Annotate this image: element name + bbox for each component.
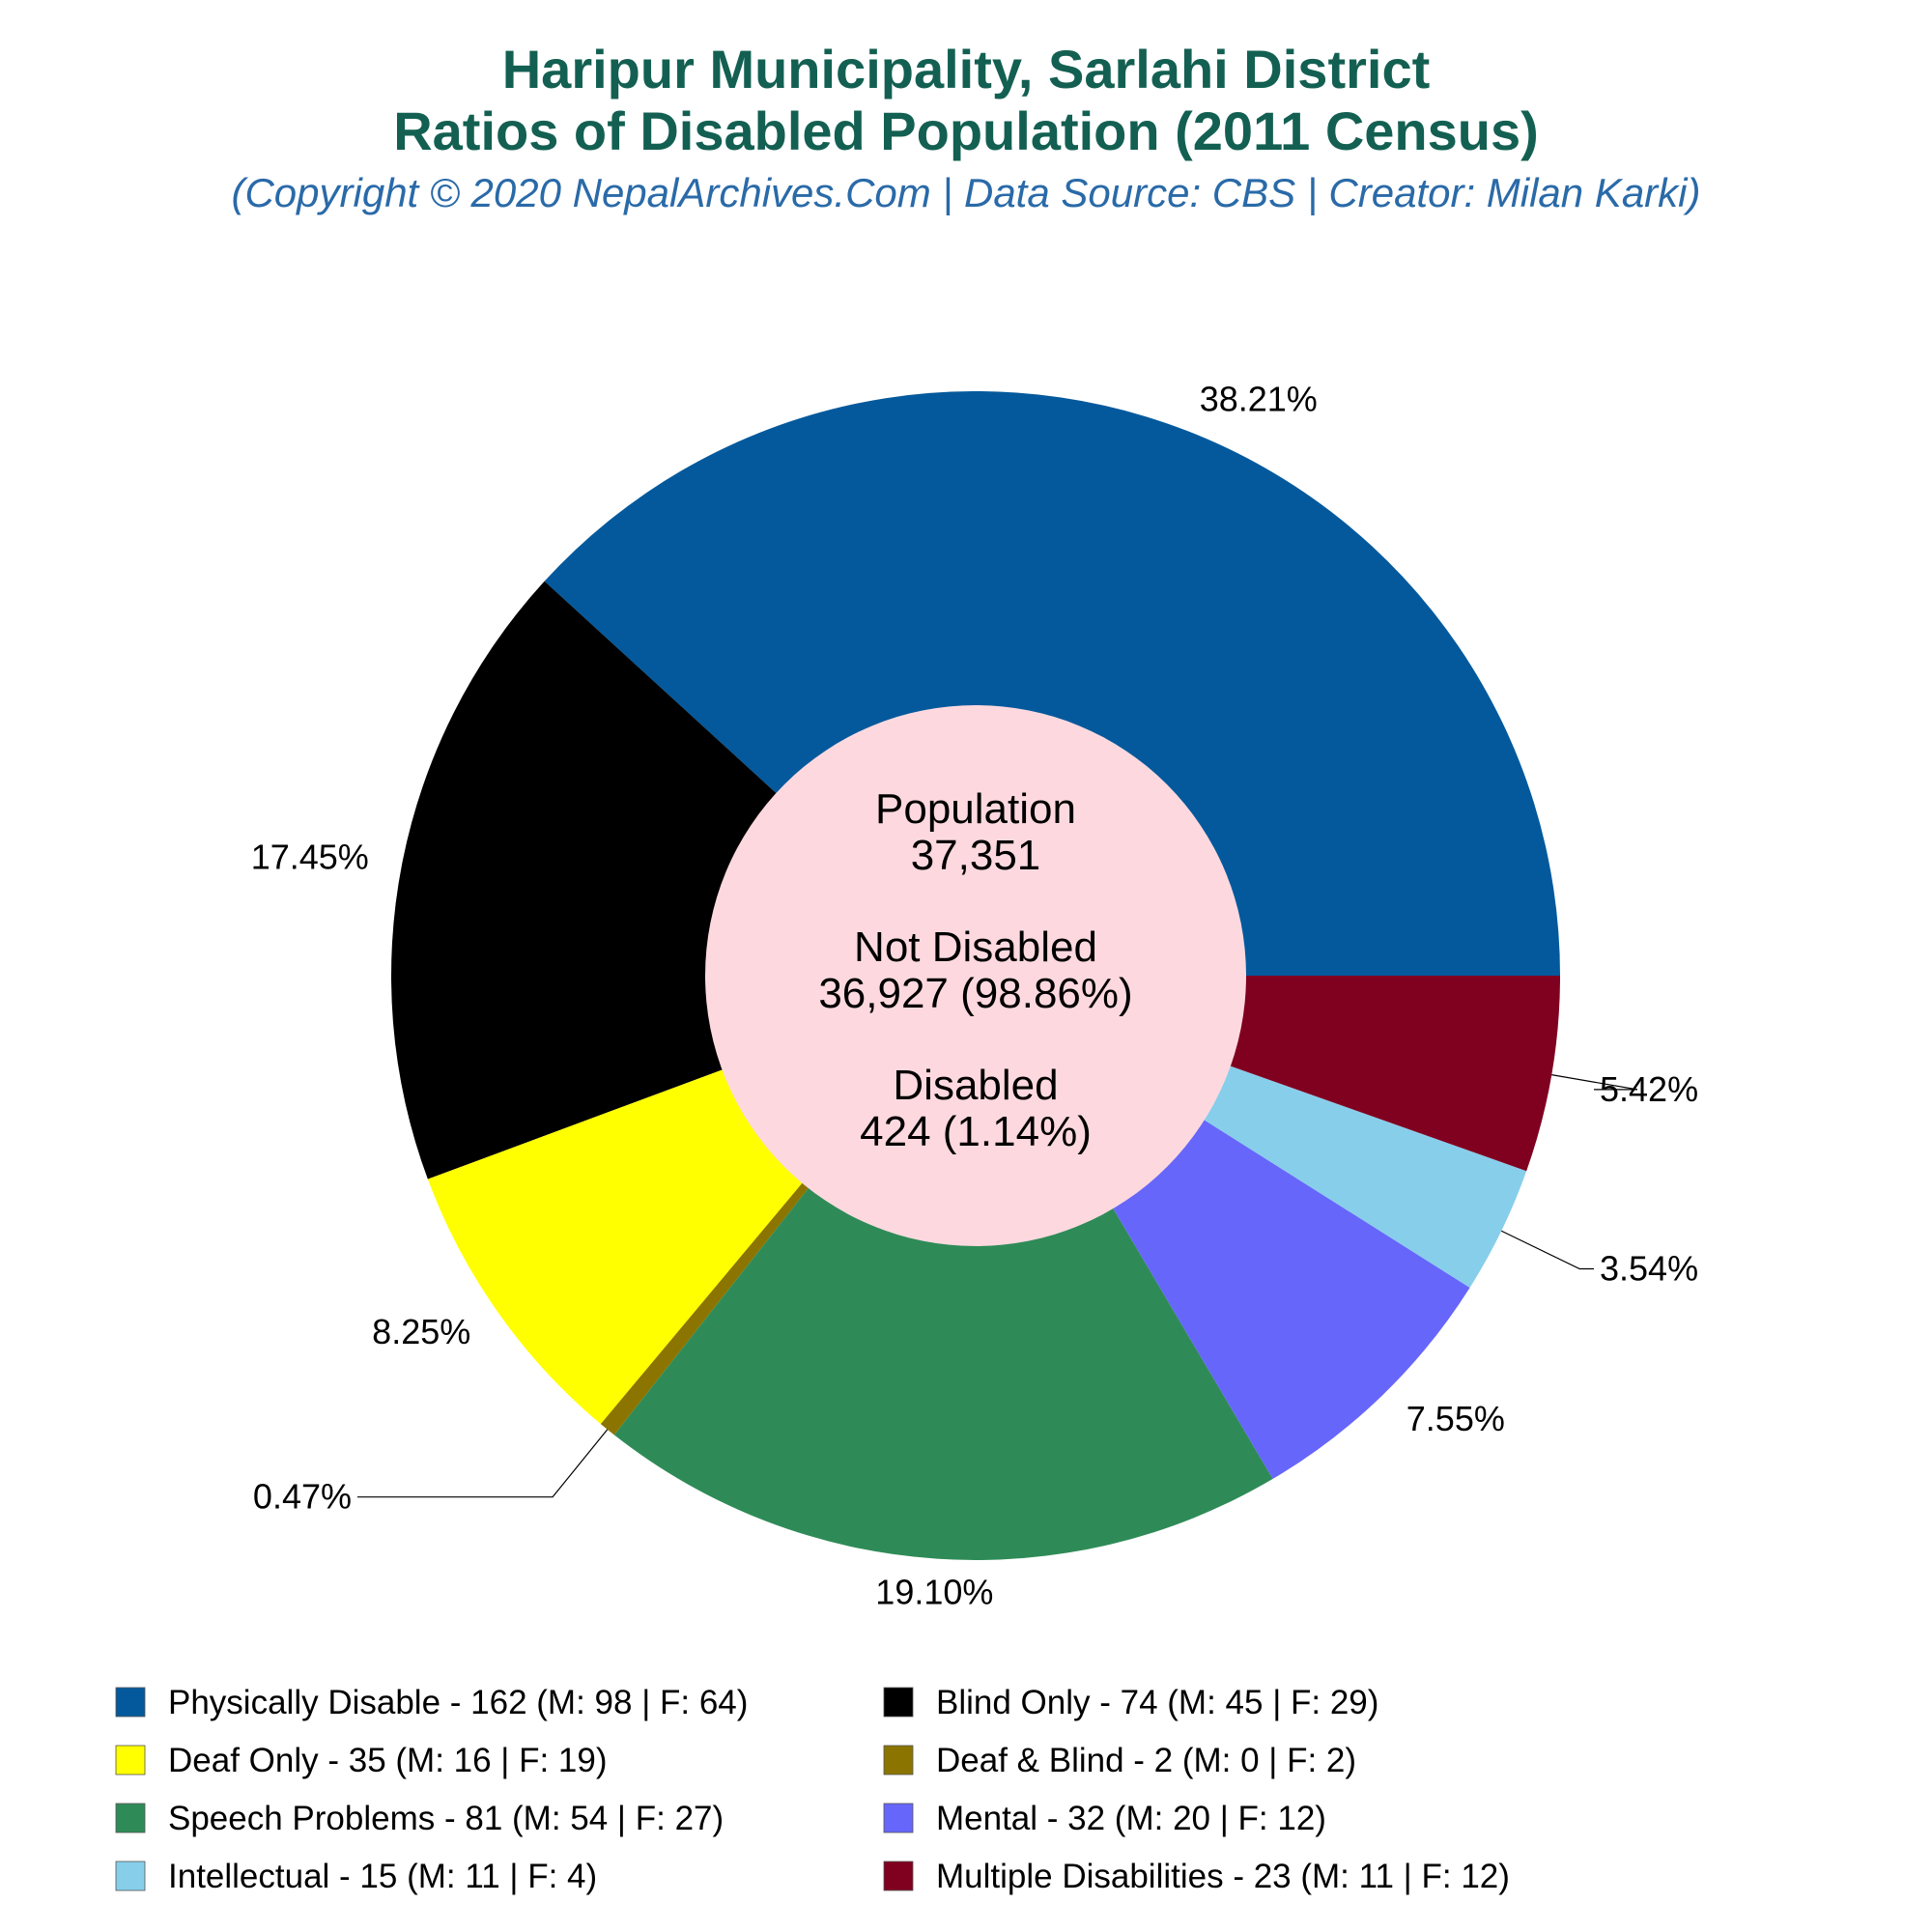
- legend-swatch: [883, 1803, 914, 1833]
- pie-slices: [391, 390, 1560, 1560]
- legend-label: Speech Problems - 81 (M: 54 | F: 27): [168, 1800, 724, 1837]
- percent-label-deaf-only: 8.25%: [372, 1312, 470, 1351]
- legend-label: Deaf Only - 35 (M: 16 | F: 19): [168, 1742, 608, 1779]
- center-disabled-value: 424 (1.14%): [860, 1108, 1092, 1155]
- legend-swatch: [115, 1745, 146, 1776]
- legend-swatch: [115, 1861, 146, 1891]
- center-population-value: 37,351: [911, 832, 1041, 879]
- legend-swatch: [883, 1861, 914, 1891]
- legend-label: Intellectual - 15 (M: 11 | F: 4): [168, 1858, 597, 1895]
- center-population-label: Population: [875, 785, 1076, 833]
- legend-item-deaf-only: Deaf Only - 35 (M: 16 | F: 19): [115, 1742, 608, 1779]
- legend-swatch: [115, 1687, 146, 1718]
- chart-subtitle: Ratios of Disabled Population (2011 Cens…: [393, 100, 1539, 161]
- chart-title: Haripur Municipality, Sarlahi District: [501, 39, 1431, 99]
- percent-label-speech-problems: 19.10%: [875, 1573, 993, 1612]
- legend-item-physically-disable: Physically Disable - 162 (M: 98 | F: 64): [115, 1684, 748, 1721]
- label-leader-lines: [357, 1074, 1638, 1498]
- center-disabled-label: Disabled: [893, 1062, 1058, 1109]
- legend-label: Deaf & Blind - 2 (M: 0 | F: 2): [936, 1742, 1356, 1779]
- legend-label: Multiple Disabilities - 23 (M: 11 | F: 1…: [936, 1858, 1510, 1895]
- legend-item-multiple-disabilities: Multiple Disabilities - 23 (M: 11 | F: 1…: [883, 1858, 1510, 1895]
- center-info-circle: [705, 705, 1246, 1246]
- legend-label: Mental - 32 (M: 20 | F: 12): [936, 1800, 1326, 1837]
- legend-label: Blind Only - 74 (M: 45 | F: 29): [936, 1684, 1378, 1721]
- leader-line-intellectual: [1500, 1230, 1594, 1270]
- percent-label-blind-only: 17.45%: [251, 837, 369, 876]
- legend-item-blind-only: Blind Only - 74 (M: 45 | F: 29): [883, 1684, 1378, 1721]
- legend-swatch: [883, 1745, 914, 1776]
- center-not-disabled-value: 36,927 (98.86%): [818, 970, 1132, 1017]
- percent-label-mental: 7.55%: [1406, 1399, 1505, 1438]
- leader-line-multiple-disabilities: [1551, 1074, 1638, 1091]
- legend: Physically Disable - 162 (M: 98 | F: 64)…: [115, 1684, 1510, 1895]
- percent-label-physically-disable: 38.21%: [1200, 379, 1318, 418]
- pie-slice-speech-problems: [613, 976, 1273, 1560]
- leader-line-deaf-and-blind: [357, 1429, 609, 1498]
- legend-item-mental: Mental - 32 (M: 20 | F: 12): [883, 1800, 1326, 1837]
- legend-label: Physically Disable - 162 (M: 98 | F: 64): [168, 1684, 748, 1721]
- pie-slice-physically-disable: [544, 390, 1560, 976]
- percent-labels: 38.21% 17.45% 8.25% 0.47% 19.10% 7.55% 3.54% 5.…: [251, 379, 1698, 1611]
- chart-header: Haripur Municipality, Sarlahi District R…: [0, 39, 1932, 220]
- legend-item-intellectual: Intellectual - 15 (M: 11 | F: 4): [115, 1858, 597, 1895]
- chart-credit: (Copyright © 2020 NepalArchives.Com | Da…: [231, 170, 1701, 215]
- legend-swatch: [883, 1687, 914, 1718]
- percent-label-multiple-disabilities: 5.42%: [1600, 1069, 1698, 1109]
- legend-item-speech-problems: Speech Problems - 81 (M: 54 | F: 27): [115, 1800, 724, 1837]
- center-info: Population 37,351 Not Disabled 36,927 (9…: [818, 785, 1132, 1155]
- legend-item-deaf-and-blind: Deaf & Blind - 2 (M: 0 | F: 2): [883, 1742, 1356, 1779]
- percent-label-deaf-and-blind: 0.47%: [253, 1477, 352, 1517]
- center-not-disabled-label: Not Disabled: [854, 923, 1097, 971]
- percent-label-intellectual: 3.54%: [1600, 1249, 1698, 1289]
- legend-swatch: [115, 1803, 146, 1833]
